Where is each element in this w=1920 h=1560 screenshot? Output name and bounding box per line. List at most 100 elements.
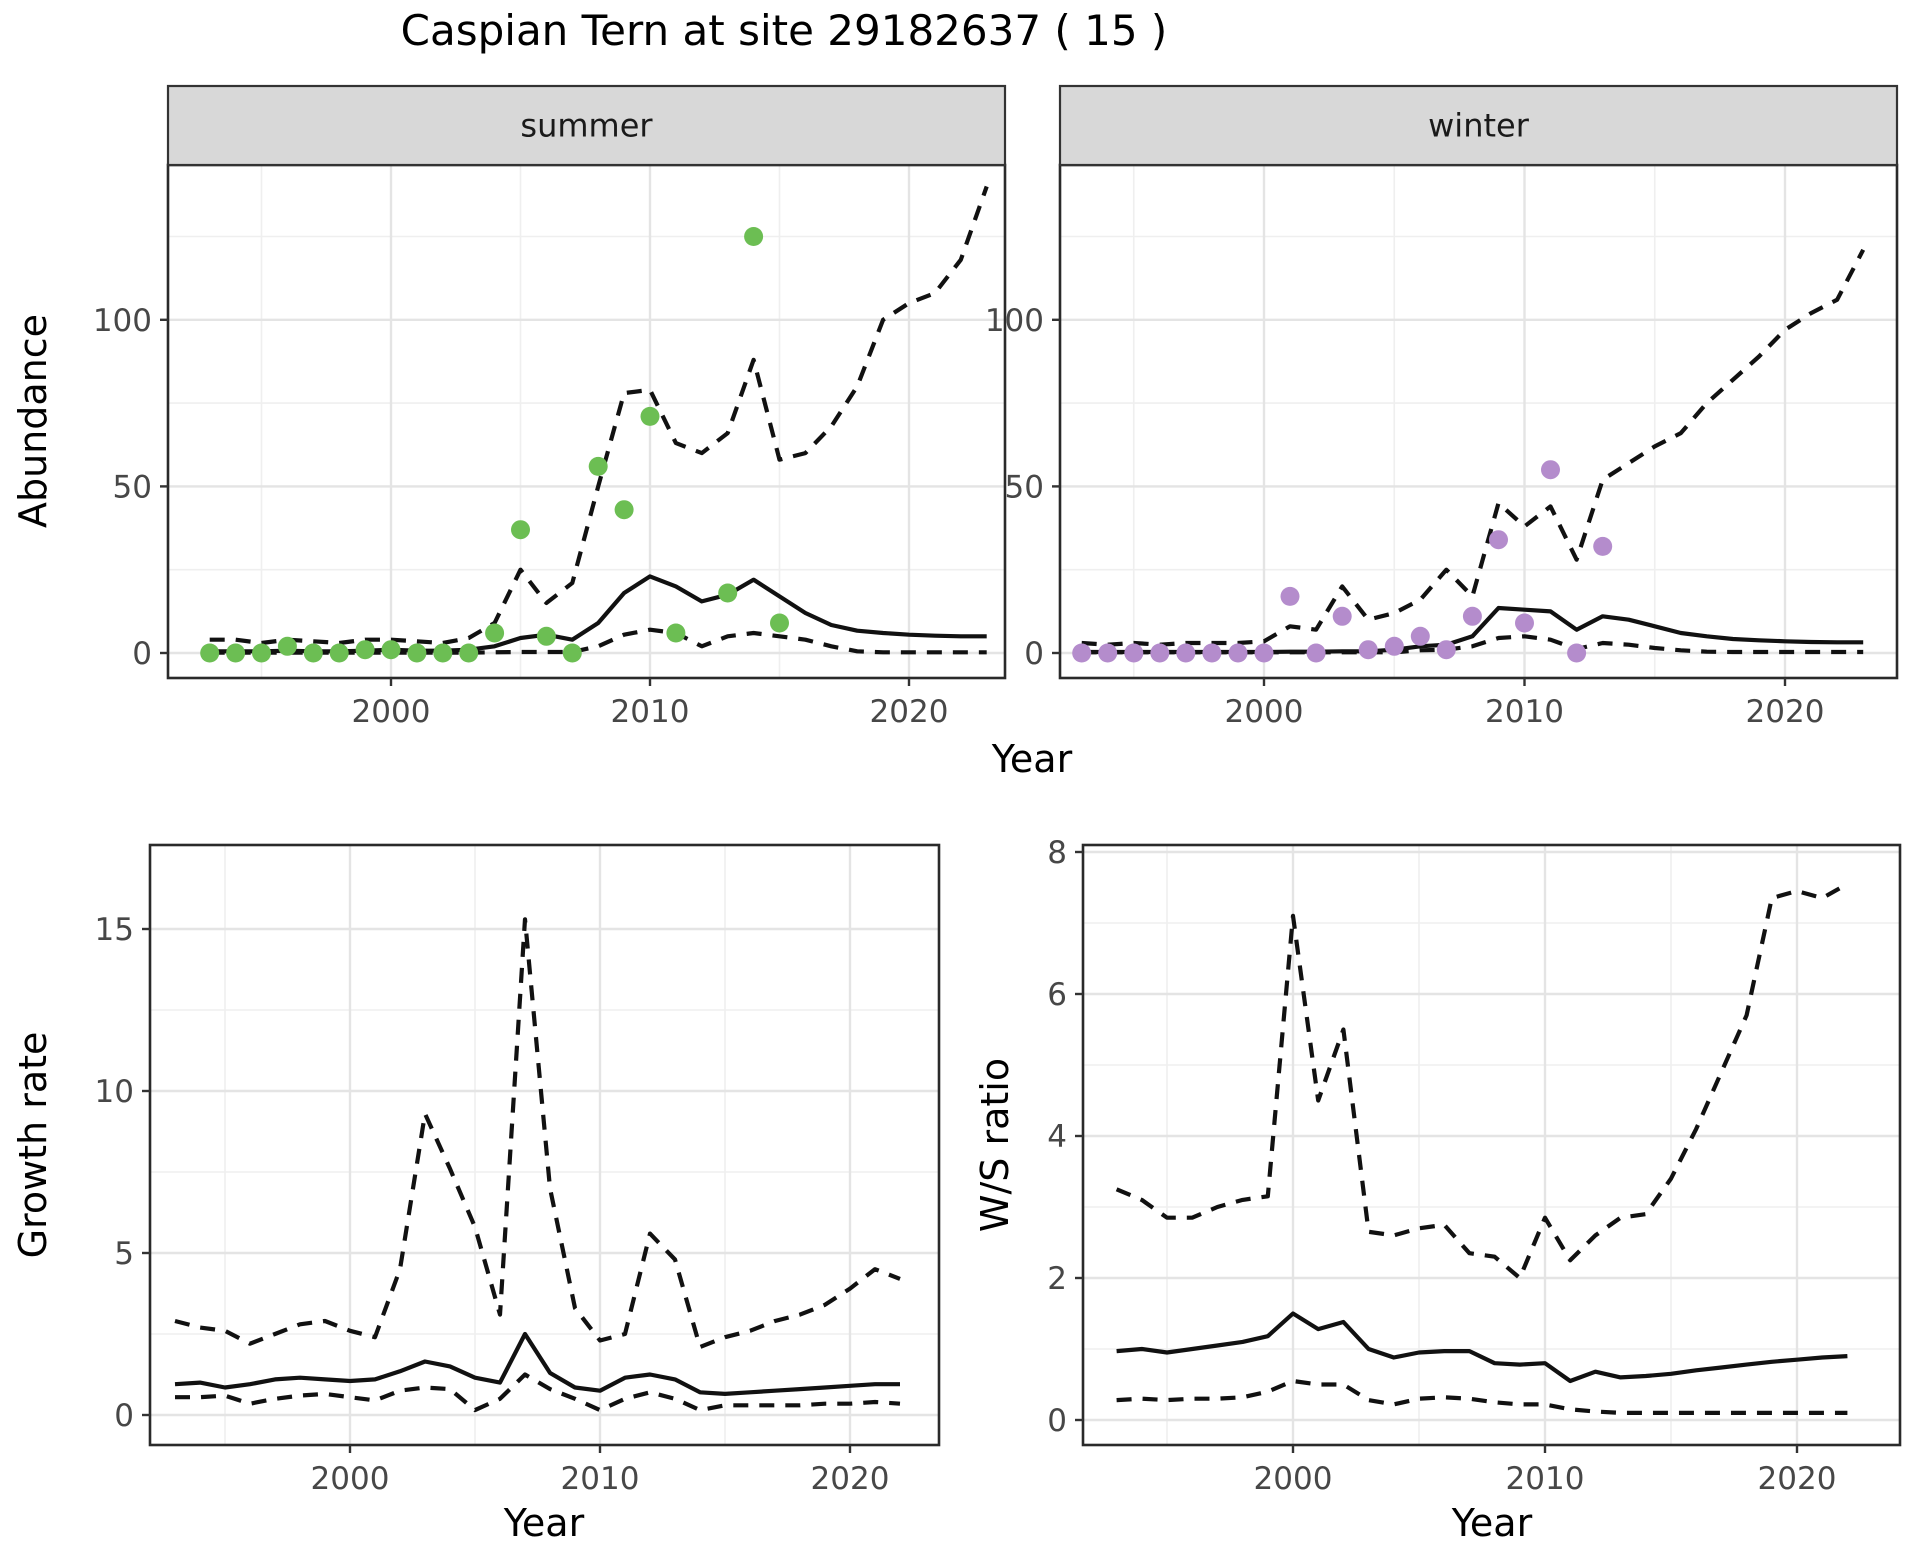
series-upper-interval-line (1081, 248, 1866, 647)
panel-ws-ratio: 2000 2010 2020 0 2 4 6 8 (1047, 835, 1902, 1497)
series-upper-interval-line (209, 185, 989, 646)
data-point (770, 613, 789, 633)
x-tick-label: 2000 (1225, 694, 1304, 730)
data-point (459, 643, 479, 663)
x-axis-title-year-ws: Year (1451, 1501, 1533, 1545)
axis-titles: Abundance Year Growth rate Year W/S ratio Yea… (11, 314, 1533, 1545)
observed-counts-winter (1072, 460, 1613, 663)
y-tick-label: 0 (132, 636, 152, 672)
data-point (1150, 643, 1170, 663)
data-point (407, 643, 427, 663)
data-point (1462, 606, 1482, 626)
facet-strip-summer (166, 84, 1007, 167)
y-axis-title-ws-ratio: W/S ratio (973, 1058, 1017, 1232)
data-point (1306, 643, 1326, 663)
data-point (1593, 536, 1613, 556)
data-point (588, 456, 608, 476)
data-point (226, 643, 246, 663)
panel-abundance-summer: summer 2000 2010 2020 0 50 100 (93, 84, 1007, 730)
data-point (1567, 643, 1587, 663)
data-point (1202, 643, 1222, 663)
data-point (200, 643, 220, 663)
x-tick-label: 2010 (1485, 694, 1564, 730)
data-point (1176, 643, 1196, 663)
data-point (303, 643, 323, 663)
series-upper-interval-line (174, 917, 901, 1350)
y-axis-title-growth-rate: Growth rate (11, 1032, 55, 1259)
series-lower-interval-line (1116, 1378, 1848, 1416)
data-point (1436, 640, 1456, 660)
y-tick-label: 6 (1047, 977, 1067, 1013)
data-point (1228, 643, 1248, 663)
y-axis-title-abundance: Abundance (11, 314, 55, 528)
data-point (1098, 643, 1118, 663)
y-tick-label: 100 (985, 303, 1044, 339)
data-point (718, 583, 738, 603)
data-point (1332, 606, 1352, 626)
series-median-line (174, 1331, 900, 1397)
data-point (277, 636, 297, 656)
panel-growth-rate: 2000 2010 2020 0 5 10 15 (95, 843, 941, 1497)
data-point (355, 640, 375, 660)
x-tick-label: 2020 (870, 694, 949, 730)
facet-strip-winter (1058, 84, 1899, 167)
data-point (511, 520, 530, 540)
y-tick-label: 50 (113, 469, 152, 505)
panel-abundance-winter: winter 2000 2010 2020 0 50 100 (985, 84, 1899, 730)
x-tick-label: 2000 (352, 694, 431, 730)
data-point (485, 623, 505, 643)
y-tick-label: 4 (1047, 1119, 1067, 1155)
data-point (536, 626, 556, 646)
x-tick-label: 2020 (811, 1461, 890, 1497)
data-point (1124, 643, 1144, 663)
data-point (640, 406, 660, 426)
data-point (1280, 586, 1300, 606)
data-point (252, 643, 271, 663)
data-point (1072, 643, 1092, 663)
x-axis-title-year-top: Year (991, 737, 1073, 781)
panel-border (148, 843, 941, 1447)
panel-background (1060, 165, 1897, 678)
data-point (666, 623, 686, 643)
data-point (381, 640, 401, 660)
page-title: Caspian Tern at site 29182637 ( 15 ) (400, 6, 1168, 55)
y-tick-label: 8 (1047, 835, 1067, 871)
y-tick-label: 50 (1005, 469, 1044, 505)
data-point (614, 500, 634, 520)
data-point (1515, 613, 1534, 633)
data-point (329, 643, 349, 663)
data-point (1410, 626, 1430, 646)
panel-background (168, 165, 1005, 678)
series-lower-interval-line (209, 627, 987, 655)
y-tick-label: 0 (1047, 1403, 1067, 1439)
y-tick-label: 0 (114, 1398, 134, 1434)
data-point (1541, 460, 1560, 480)
y-tick-label: 100 (93, 303, 152, 339)
x-tick-label: 2010 (561, 1461, 640, 1497)
x-tick-label: 2000 (311, 1461, 390, 1497)
series-median-line (1116, 1311, 1848, 1384)
x-tick-label: 2010 (1506, 1461, 1585, 1497)
data-point (1384, 636, 1404, 656)
x-tick-label: 2010 (611, 694, 690, 730)
data-point (1254, 643, 1274, 663)
data-point (1489, 530, 1508, 550)
data-point (744, 227, 764, 246)
observed-counts-summer (200, 227, 789, 663)
y-tick-label: 2 (1047, 1261, 1067, 1297)
panel-background (1083, 845, 1900, 1445)
facet-label: winter (1428, 107, 1530, 145)
x-axis-title-year-growth: Year (503, 1501, 585, 1545)
data-point (433, 643, 453, 663)
x-tick-label: 2020 (1758, 1461, 1837, 1497)
data-point (1358, 640, 1378, 660)
panel-border (1081, 843, 1902, 1447)
facet-label: summer (520, 107, 653, 145)
y-tick-label: 5 (114, 1236, 134, 1272)
series-upper-interval-line (1115, 882, 1849, 1281)
y-tick-label: 10 (95, 1074, 134, 1110)
x-tick-label: 2000 (1254, 1461, 1333, 1497)
y-tick-label: 15 (95, 912, 134, 948)
